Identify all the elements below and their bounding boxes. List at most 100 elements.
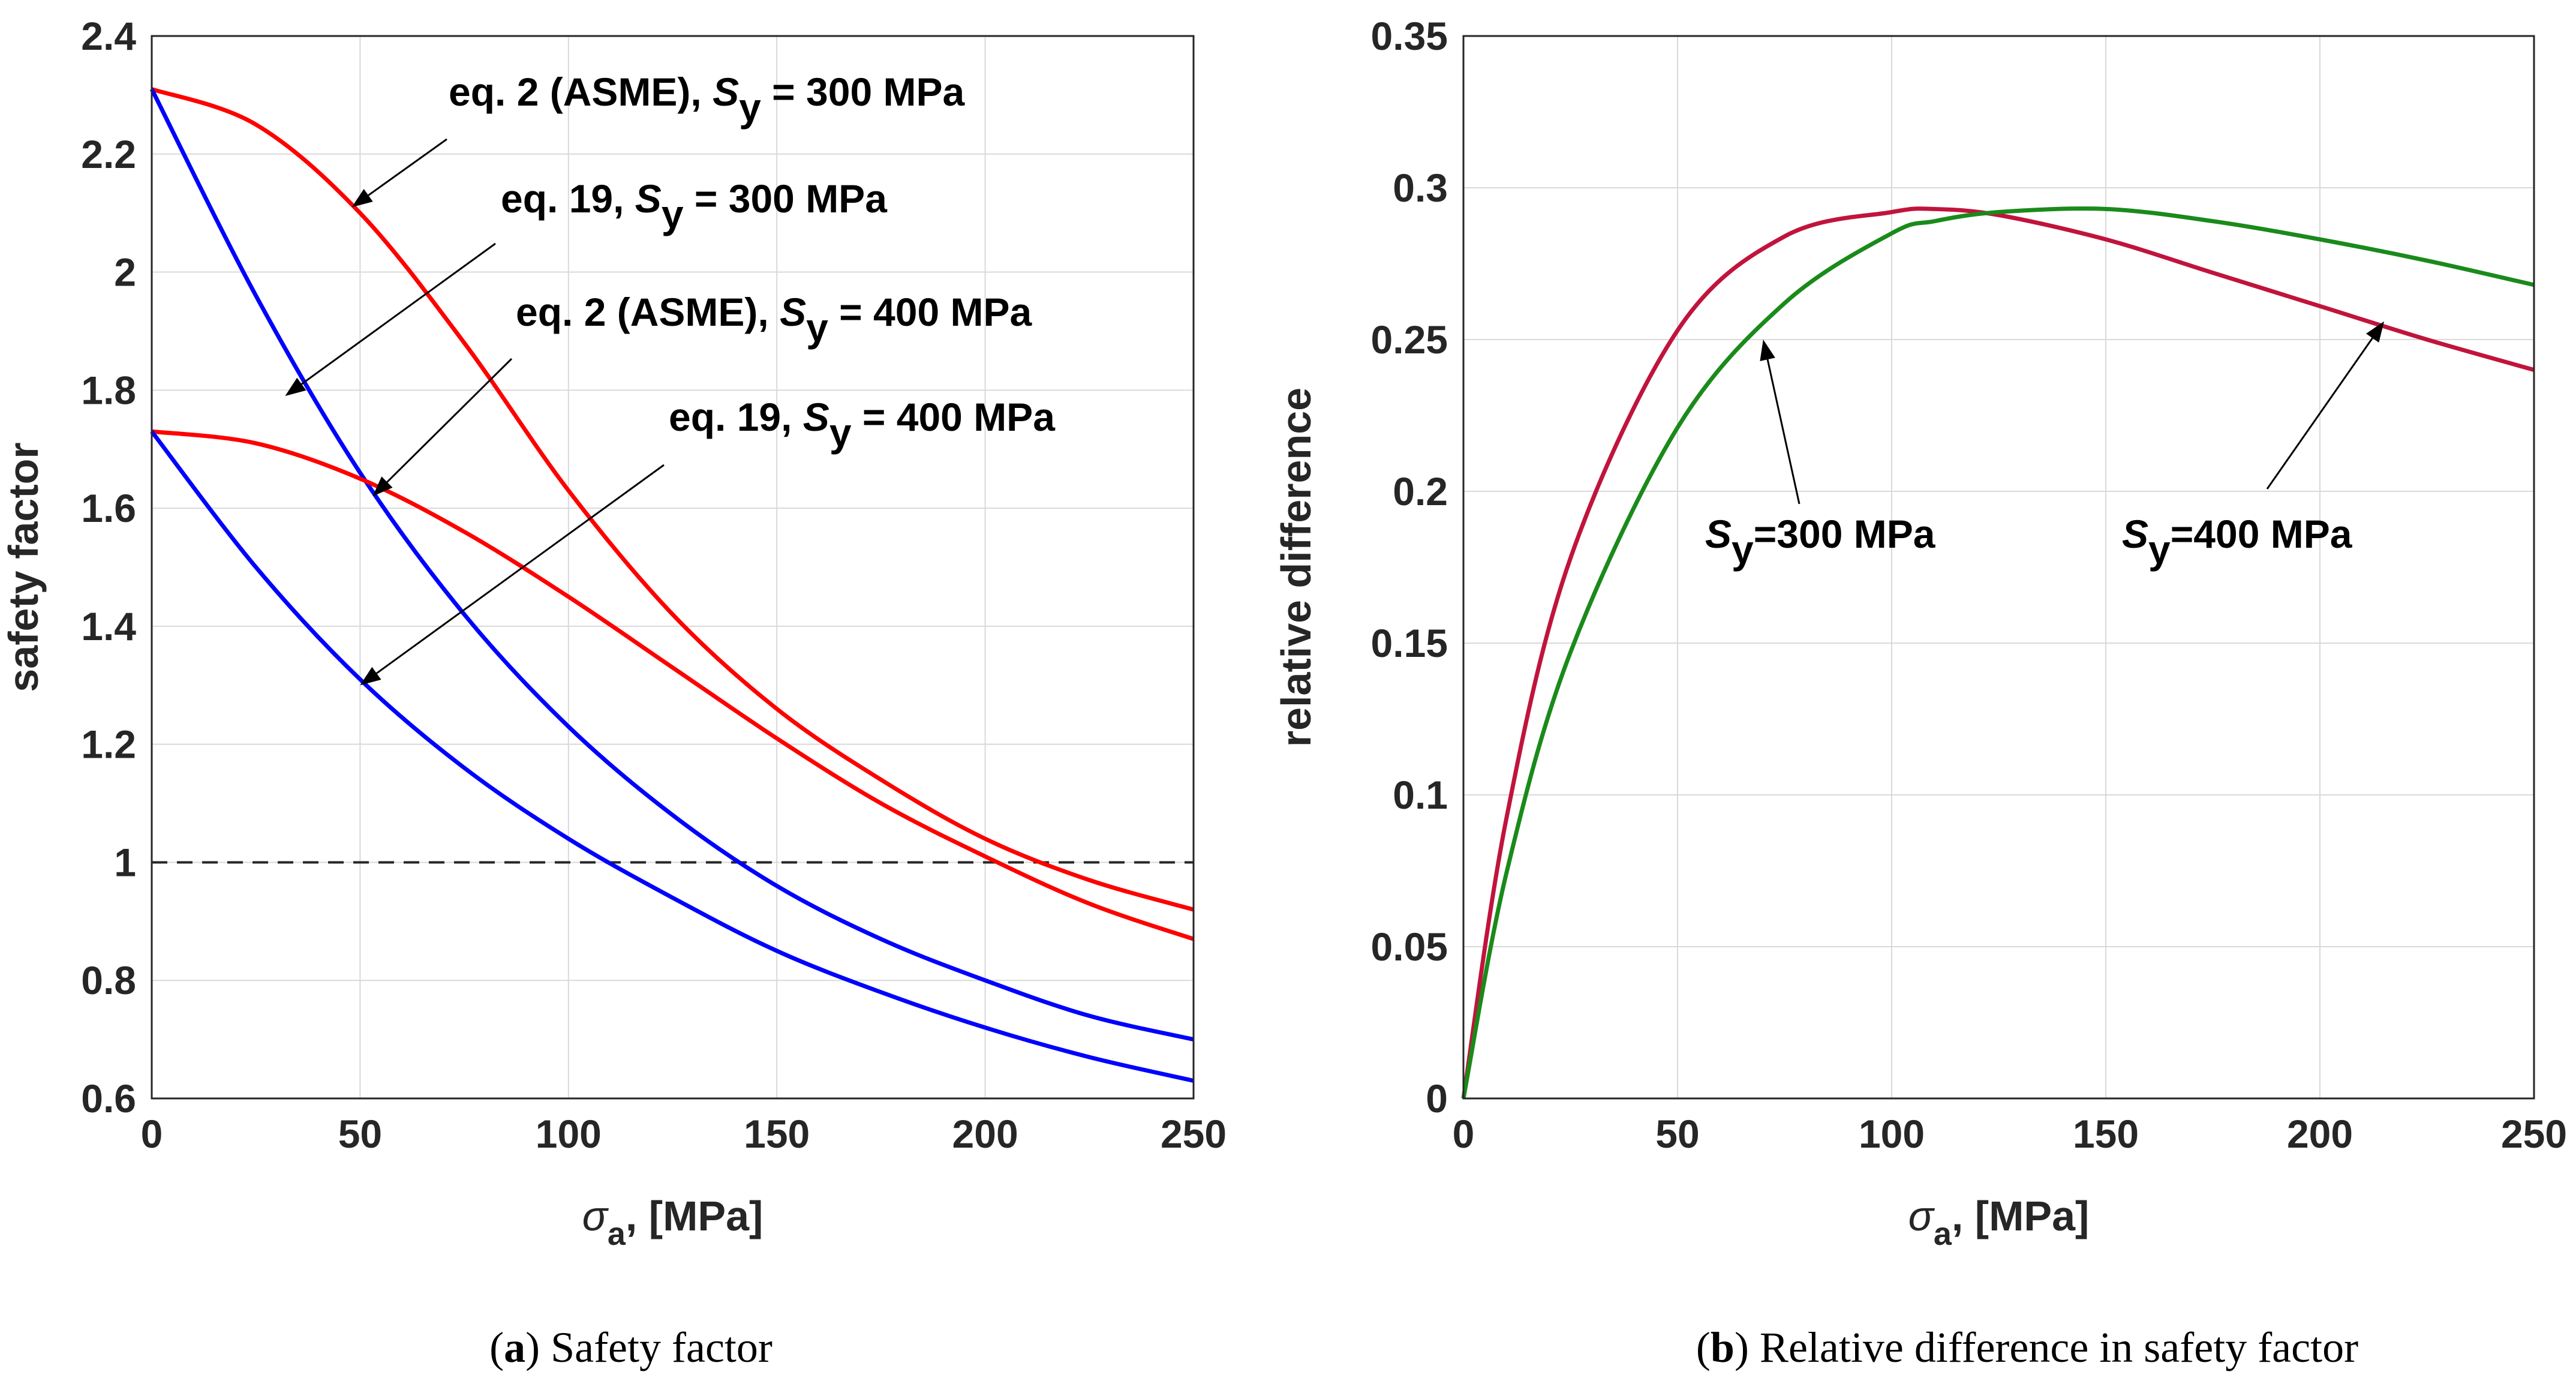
panel-a-curve-eq-19-s-y-300-mpa [149,88,1194,1042]
panel-b-x-tick-150: 150 [2073,1112,2139,1156]
panel-a-annotation-2-prefix: eq. 19, [501,176,635,221]
panel-a-caption-text: ) Safety factor [525,1323,773,1371]
panel-a-y-tick-2: 2 [114,250,136,295]
panel-a-annotation-4-prefix: eq. 19, [669,395,803,439]
panel-b-y-tick-0-3: 0.3 [1393,166,1448,210]
panel-b-y-tick-0-15: 0.15 [1371,621,1448,665]
panel-a-annotation-3: eq. 2 (ASME), Sy = 400 MPa [516,290,1032,350]
panel-a-axes-box [151,35,1195,1100]
panel-a-y-axis-label: safety factor [0,442,47,692]
panel-b-y-tick-0-1: 0.1 [1393,773,1448,817]
panel-a-y-tick-1-4: 1.4 [81,604,136,649]
panel-a-annotation-1-prefix: eq. 2 (ASME), [449,70,713,114]
panel-a-safety-factor: 0 50 100 150 200 250 0.6 0.8 1 1.2 1.4 1.6 1.8 2 2.2 2… [0,14,1227,1252]
panel-a-x-axis-label: σa, [MPa] [582,1193,764,1252]
panel-a-annotation-4-suffix: = 400 MPa [852,395,1056,439]
panel-a-x-axis-unit: , [MPa] [626,1193,763,1239]
panel-b-x-axis-label: σa, [MPa] [1908,1193,2090,1252]
panel-a-annotation-4: eq. 19, Sy = 400 MPa [669,395,1056,455]
panel-a-curve-eq-2-asme-s-y-400-mpa [151,429,1195,941]
panel-a-annotation-3-prefix: eq. 2 (ASME), [516,290,780,334]
panel-a-x-tick-150: 150 [744,1112,810,1156]
panel-a-caption-letter: a [504,1323,525,1371]
panel-a-y-tick-labels: 0.6 0.8 1 1.2 1.4 1.6 1.8 2 2.2 2.4 [81,14,136,1121]
panel-b-x-tick-labels: 0 50 100 150 200 250 [1453,1112,2567,1156]
panel-b-y-axis-label: relative difference [1273,388,1319,747]
panel-b-x-tick-50: 50 [1655,1112,1699,1156]
panel-a-y-tick-1-2: 1.2 [81,722,136,767]
panel-b-caption: (b) Relative difference in safety factor [1696,1323,2358,1371]
panel-b-annotation-2-suffix: =400 MPa [2171,512,2353,556]
panel-a-annotation-2: eq. 19, Sy = 300 MPa [501,176,888,236]
panel-b-x-tick-250: 250 [2501,1112,2567,1156]
panel-a-annotation-4-symbol: S [803,395,829,439]
panel-b-caption-text: ) Relative difference in safety factor [1735,1323,2358,1371]
panel-a-y-tick-1-8: 1.8 [81,368,136,412]
panel-a-x-tick-200: 200 [952,1112,1018,1156]
panel-a-annotation-2-symbol: S [635,176,662,221]
panel-b-y-tick-0-35: 0.35 [1371,14,1448,58]
panel-b-curve-s-y-400-mpa [1461,206,2535,1099]
panel-a-annotation-3-subscript: y [806,305,828,350]
panel-a-curve-eq-2-asme-s-y-300-mpa [151,87,1194,912]
panel-b-x-tick-0: 0 [1453,1112,1475,1156]
panel-b-annotation-1-subscript: y [1732,527,1754,572]
panel-a-annotation-4-subscript: y [829,410,852,455]
panel-a-annotation-1: eq. 2 (ASME), Sy = 300 MPa [449,70,965,130]
panel-b-y-tick-labels: 0 0.05 0.1 0.15 0.2 0.25 0.3 0.35 [1371,14,1448,1121]
panel-a-annotation-arrow-1 [368,138,447,196]
panel-a-annotation-1-subscript: y [739,85,761,130]
panel-a-annotation-arrowhead-3 [372,476,393,497]
panel-a-y-tick-2-4: 2.4 [81,14,136,58]
panel-b-annotations: Sy=300 MPa Sy=400 MPa [1705,512,2353,572]
panel-b-annotation-arrowhead-2 [2365,321,2385,343]
panel-b-y-tick-0: 0 [1426,1076,1448,1121]
panel-b-annotation-arrow-1 [1766,359,1801,505]
panel-b-curve-s-y-300-mpa [1461,206,2535,1099]
panel-a-annotation-2-subscript: y [662,192,684,236]
panel-a-annotation-2-suffix: = 300 MPa [684,176,888,221]
panel-b-y-tick-0-2: 0.2 [1393,469,1448,514]
panel-b-annotation-arrowhead-1 [1760,340,1775,361]
panel-a-caption: (a) Safety factor [489,1323,773,1371]
panel-a-y-tick-0-6: 0.6 [81,1076,136,1121]
panel-b-relative-difference: 0 50 100 150 200 250 0 0.05 0.1 0.15 0.2 0.25 0.3 0.… [1273,14,2567,1252]
panel-b-annotation-1-symbol: S [1705,512,1732,556]
panel-a-x-tick-100: 100 [536,1112,602,1156]
panel-a-annotation-arrowhead-2 [285,377,306,397]
panel-a-y-tick-1-6: 1.6 [81,486,136,530]
panel-b-curves [1461,206,2535,1099]
panel-b-caption-letter: b [1711,1323,1735,1371]
panel-b-annotation-2-subscript: y [2148,527,2171,572]
panel-a-y-tick-0-8: 0.8 [81,958,136,1002]
panel-a-x-tick-0: 0 [141,1112,163,1156]
panel-a-annotation-arrow-2 [300,242,496,385]
panel-a-curve-eq-19-s-y-400-mpa [150,430,1194,1083]
panel-b-x-axis-symbol: σ [1908,1193,1935,1239]
panel-b-x-tick-100: 100 [1859,1112,1925,1156]
panel-a-annotation-arrow-3 [386,358,513,483]
panel-a-annotation-arrowhead-1 [351,188,373,208]
panel-b-x-axis-unit: , [MPa] [1952,1193,2089,1239]
panel-b-annotation-1: Sy=300 MPa [1705,512,1936,572]
panel-a-annotation-3-symbol: S [780,290,806,334]
panel-a-x-axis-symbol: σ [582,1193,609,1239]
panel-a-curves [149,87,1195,1083]
panel-a-annotation-arrows [285,138,665,686]
panel-a-annotation-1-suffix: = 300 MPa [761,70,966,114]
panel-b-gridlines [1463,35,2535,1099]
panel-a-x-tick-50: 50 [338,1112,382,1156]
panel-a-x-tick-250: 250 [1161,1112,1227,1156]
panel-b-annotation-2: Sy=400 MPa [2122,512,2353,572]
panel-b-annotation-arrows [1760,321,2385,505]
panel-a-annotation-arrowhead-4 [360,667,381,686]
panel-b-x-tick-200: 200 [2287,1112,2353,1156]
panel-b-annotation-2-symbol: S [2122,512,2148,556]
panel-a-annotation-3-suffix: = 400 MPa [828,290,1033,334]
panel-a-y-tick-1: 1 [114,840,136,884]
panel-b-y-tick-0-05: 0.05 [1371,924,1448,969]
panel-a-x-axis-subscript: a [608,1216,626,1252]
panel-a-y-tick-2-2: 2.2 [81,132,136,176]
